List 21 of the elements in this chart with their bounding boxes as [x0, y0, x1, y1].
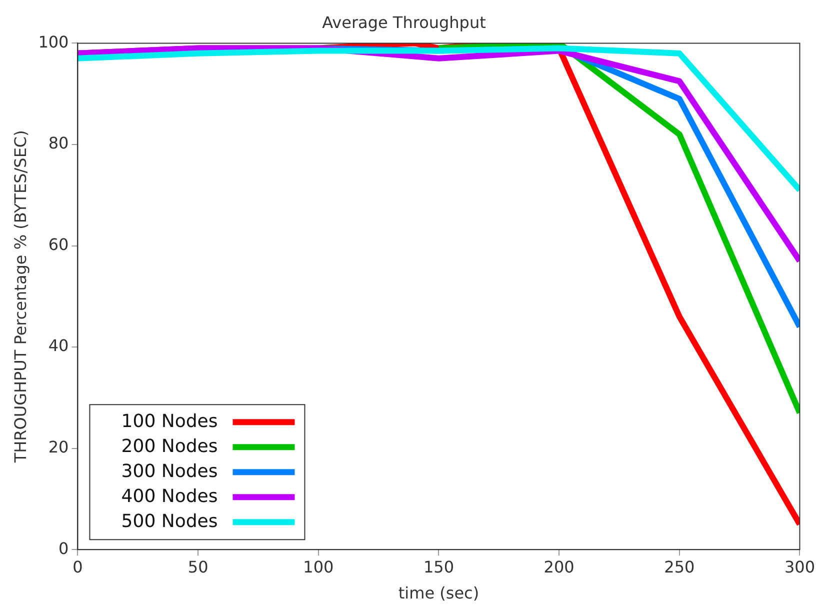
chart-title: Average Throughput	[322, 12, 486, 32]
y-axis-title: THROUGHPUT Percentage % (BYTES/SEC)	[10, 130, 30, 464]
x-tick-label: 150	[423, 557, 454, 576]
x-tick-label: 0	[72, 557, 83, 576]
x-tick-label: 100	[303, 557, 334, 576]
legend-label: 400 Nodes	[121, 486, 218, 507]
x-tick-label: 250	[664, 557, 695, 576]
y-tick-label: 0	[58, 538, 69, 558]
legend-label: 100 Nodes	[121, 410, 218, 432]
x-axis-title: time (sec)	[398, 584, 480, 603]
y-tick-label: 40	[48, 336, 69, 356]
y-tick-label: 20	[48, 437, 69, 456]
x-tick-label: 300	[784, 557, 816, 576]
legend-label: 300 Nodes	[121, 460, 218, 482]
x-tick-label: 200	[544, 557, 574, 576]
y-tick-label: 100	[38, 32, 69, 52]
x-tick-label: 50	[188, 557, 208, 576]
legend-label: 500 Nodes	[121, 510, 218, 532]
legend-label: 200 Nodes	[121, 436, 218, 457]
y-tick-label: 80	[48, 134, 69, 153]
y-tick-label: 60	[48, 234, 69, 254]
